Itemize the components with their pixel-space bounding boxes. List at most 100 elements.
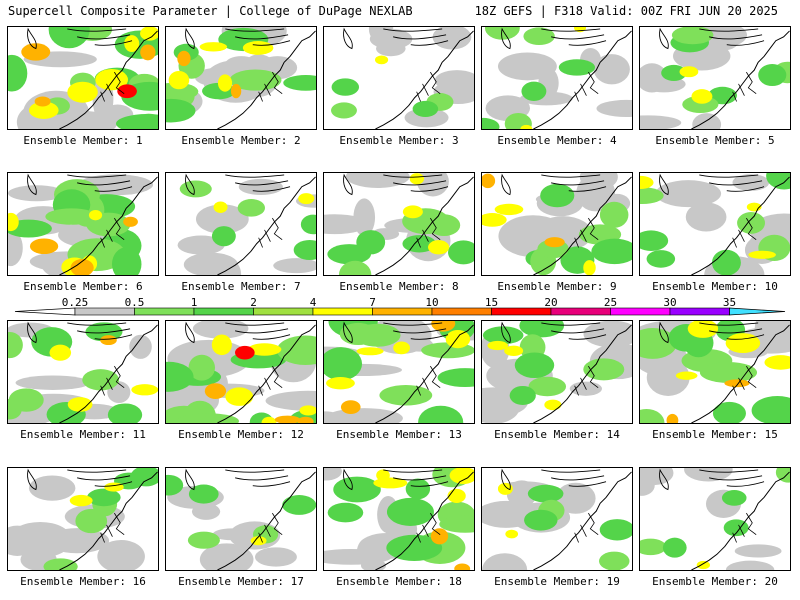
colorbar-right-arrow	[729, 307, 786, 316]
field-blob	[331, 78, 360, 96]
colorbar-segment	[312, 307, 373, 316]
colorbar-tick-label: 30	[663, 296, 676, 309]
field-blob	[254, 547, 297, 567]
field-blob	[97, 539, 145, 570]
field-blob	[505, 529, 519, 539]
field-blob	[640, 538, 667, 556]
field-blob	[640, 408, 665, 423]
member-label: Ensemble Member: 14	[494, 428, 620, 441]
field-blob	[326, 376, 355, 390]
bay-outline	[258, 365, 283, 396]
lake-outline	[699, 174, 759, 178]
coastline	[691, 176, 790, 275]
field-blob	[324, 411, 341, 423]
field-blob	[69, 494, 93, 507]
field-blob	[487, 340, 508, 351]
field-blob	[379, 384, 433, 406]
field-blob	[82, 369, 120, 391]
field-blob	[276, 335, 316, 365]
field-blob	[212, 528, 251, 541]
lake-outline	[252, 334, 291, 340]
bay-outline	[574, 71, 599, 102]
bay-outline	[574, 365, 599, 396]
field-blob	[583, 321, 632, 348]
bay-outline	[100, 217, 125, 248]
lake-outline	[726, 481, 765, 487]
bay-outline	[574, 217, 599, 248]
field-blob	[497, 52, 557, 81]
field-blob	[418, 405, 464, 423]
field-blob	[482, 213, 507, 227]
field-blob	[8, 331, 23, 359]
lake-outline	[67, 174, 127, 178]
lake-outline	[343, 468, 353, 491]
field-blob	[721, 490, 747, 506]
field-blob	[524, 509, 558, 531]
field-blob	[509, 385, 536, 405]
member-label: Ensemble Member: 9	[497, 280, 617, 293]
lake-outline	[568, 481, 607, 487]
coastline	[217, 30, 316, 129]
field-blob	[8, 388, 44, 412]
lake-outline	[235, 475, 289, 481]
member-label: Ensemble Member: 16	[20, 575, 146, 588]
field-blob	[540, 183, 575, 208]
lake-outline	[252, 186, 291, 192]
field-blob	[640, 115, 682, 129]
field-blob	[179, 180, 212, 198]
field-blob	[34, 96, 51, 107]
lake-outline	[225, 174, 285, 178]
lake-outline	[541, 28, 601, 32]
coastline	[691, 324, 790, 423]
field-blob	[640, 175, 654, 190]
lake-outline	[343, 321, 353, 344]
field-blob	[273, 258, 316, 274]
field-blob	[250, 536, 267, 546]
lake-outline	[77, 328, 131, 334]
member-map	[331, 27, 474, 129]
field-blob	[300, 214, 316, 235]
ensemble-map-panel	[7, 320, 159, 424]
field-blob	[494, 203, 524, 216]
field-blob	[324, 347, 363, 381]
colorbar-segment	[372, 307, 433, 316]
field-blob	[116, 114, 158, 129]
lake-outline	[551, 34, 605, 40]
lake-outline	[393, 34, 447, 40]
bay-outline	[416, 71, 441, 102]
field-blob	[599, 551, 630, 570]
field-blob	[751, 396, 790, 423]
field-blob	[439, 515, 474, 533]
ensemble-map-panel	[323, 172, 475, 276]
field-blob	[593, 54, 630, 85]
colorbar-segment	[74, 307, 135, 316]
field-blob	[166, 474, 184, 496]
bay-outline	[100, 512, 125, 543]
lake-outline	[225, 469, 285, 473]
field-blob	[261, 416, 277, 423]
member-label: Ensemble Member: 6	[23, 280, 143, 293]
ensemble-map-panel	[165, 320, 317, 424]
ensemble-map-panel	[639, 320, 791, 424]
field-blob	[497, 482, 513, 495]
field-blob	[712, 401, 746, 423]
field-blob	[188, 484, 219, 504]
field-blob	[283, 75, 316, 91]
lake-outline	[659, 27, 669, 50]
field-blob	[599, 201, 629, 228]
field-blob	[684, 468, 733, 482]
lake-outline	[94, 334, 133, 340]
field-blob	[599, 519, 632, 541]
field-blob	[8, 525, 37, 556]
field-blob	[666, 413, 679, 423]
field-blob	[298, 193, 315, 205]
field-blob	[640, 475, 655, 496]
lake-outline	[393, 180, 447, 186]
field-blob	[699, 362, 758, 383]
field-blob	[225, 387, 254, 406]
field-blob	[393, 341, 410, 355]
field-blob	[195, 204, 249, 234]
field-blob	[574, 27, 587, 33]
field-blob	[428, 240, 450, 255]
colorbar-tick-label: 0.25	[62, 296, 89, 309]
